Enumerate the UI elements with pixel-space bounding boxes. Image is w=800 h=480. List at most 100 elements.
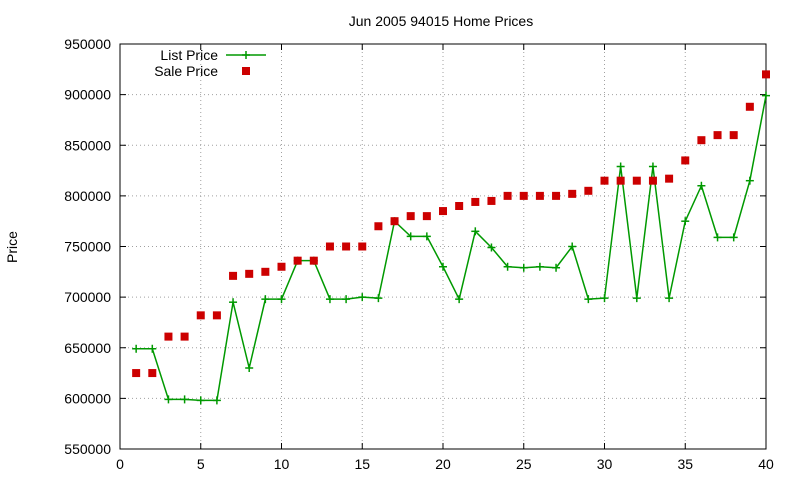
list-price-point	[455, 295, 464, 304]
x-tick-label: 10	[274, 456, 290, 472]
sale-price-point	[358, 242, 367, 251]
sale-price-point	[293, 256, 302, 265]
list-price-point	[648, 162, 657, 171]
list-price-point	[568, 242, 577, 251]
sale-price-point	[132, 369, 141, 378]
sale-price-point	[713, 131, 722, 140]
y-tick-label: 850000	[64, 137, 111, 153]
sale-price-point	[212, 311, 221, 320]
list-price-point	[713, 233, 722, 242]
list-price-point	[148, 344, 157, 353]
x-tick-label: 20	[435, 456, 451, 472]
legend-marks	[226, 51, 266, 75]
list-price-point	[196, 396, 205, 405]
list-price-point	[325, 295, 334, 304]
list-price-point	[665, 294, 674, 303]
list-price-point	[503, 262, 512, 271]
sale-price-point	[325, 242, 334, 251]
sale-price-point	[261, 267, 270, 276]
y-tick-label: 700000	[64, 289, 111, 305]
list-price-point	[600, 294, 609, 303]
plot-frame	[119, 43, 767, 450]
list-price-point	[471, 227, 480, 236]
list-price-line	[136, 95, 767, 402]
list-price-point	[180, 395, 189, 404]
sale-price-point	[745, 102, 754, 111]
list-price-point	[616, 162, 625, 171]
grid-layer	[120, 44, 766, 449]
list-price-point	[406, 232, 415, 241]
sale-price-point	[665, 174, 674, 183]
sale-price-point	[277, 262, 286, 271]
y-tick-label: 750000	[64, 239, 111, 255]
sale-price-point	[406, 212, 415, 221]
sale-price-point	[196, 311, 205, 320]
x-tick-label: 0	[116, 456, 124, 472]
list-price-point	[762, 91, 770, 100]
sale-price-point	[309, 256, 318, 265]
list-price-point	[358, 293, 367, 302]
sale-price-point	[600, 176, 609, 185]
sale-price-point	[697, 136, 706, 145]
list-price-point	[422, 232, 431, 241]
sale-price-point	[648, 176, 657, 185]
list-price-point	[374, 294, 383, 303]
legend-swatch-list-price-plus	[242, 51, 250, 59]
sale-price-point	[584, 186, 593, 195]
list-price-point	[519, 263, 528, 272]
series-layer	[132, 70, 770, 405]
sale-price-point	[729, 131, 738, 140]
series-list-price	[132, 91, 770, 405]
x-tick-label: 40	[758, 456, 774, 472]
list-price-point	[584, 295, 593, 304]
list-price-point	[212, 396, 221, 405]
list-price-point	[261, 295, 270, 304]
chart-title: Jun 2005 94015 Home Prices	[349, 13, 533, 29]
sale-price-point	[245, 269, 254, 278]
sale-price-point	[632, 176, 641, 185]
x-tick-label: 5	[197, 456, 205, 472]
sale-price-point	[164, 332, 173, 341]
sale-price-point	[487, 196, 496, 205]
list-price-point	[342, 295, 351, 304]
list-price-point	[245, 364, 254, 372]
list-price-point	[632, 294, 641, 303]
y-tick-label: 950000	[64, 36, 111, 52]
y-tick-label: 650000	[64, 340, 111, 356]
list-price-point	[552, 263, 561, 272]
list-price-point	[277, 295, 286, 304]
list-price-point	[132, 344, 141, 353]
tick-layer: 0 5 10 15 20 25 30 35 40 550000 600000 650000 700000…	[64, 36, 774, 472]
sale-price-point	[616, 176, 625, 185]
legend-swatch-sale-price	[242, 67, 250, 75]
list-price-point	[681, 217, 690, 226]
x-tick-label: 30	[597, 456, 613, 472]
sale-price-point	[568, 189, 577, 198]
sale-price-point	[180, 332, 189, 341]
y-tick-label: 600000	[64, 390, 111, 406]
y-tick-label: 550000	[64, 441, 111, 457]
legend-label-sale-price: Sale Price	[154, 63, 218, 79]
sale-price-point	[422, 212, 431, 221]
list-price-point	[164, 395, 173, 404]
list-price-point	[487, 243, 496, 252]
sale-price-point	[439, 207, 447, 216]
sale-price-point	[455, 202, 464, 210]
list-price-point	[229, 298, 238, 307]
list-price-point	[439, 262, 447, 271]
sale-price-point	[229, 271, 238, 280]
list-price-point	[745, 176, 754, 185]
sale-price-point	[535, 191, 544, 200]
sale-price-point	[342, 242, 351, 251]
y-tick-label: 800000	[64, 188, 111, 204]
legend: List Price Sale Price	[154, 47, 266, 79]
x-tick-label: 25	[516, 456, 532, 472]
sale-price-point	[503, 191, 512, 200]
sale-price-point	[374, 222, 383, 231]
list-price-point	[697, 181, 706, 190]
sale-price-point	[552, 191, 561, 200]
list-price-point	[535, 262, 544, 271]
sale-price-point	[390, 217, 399, 226]
